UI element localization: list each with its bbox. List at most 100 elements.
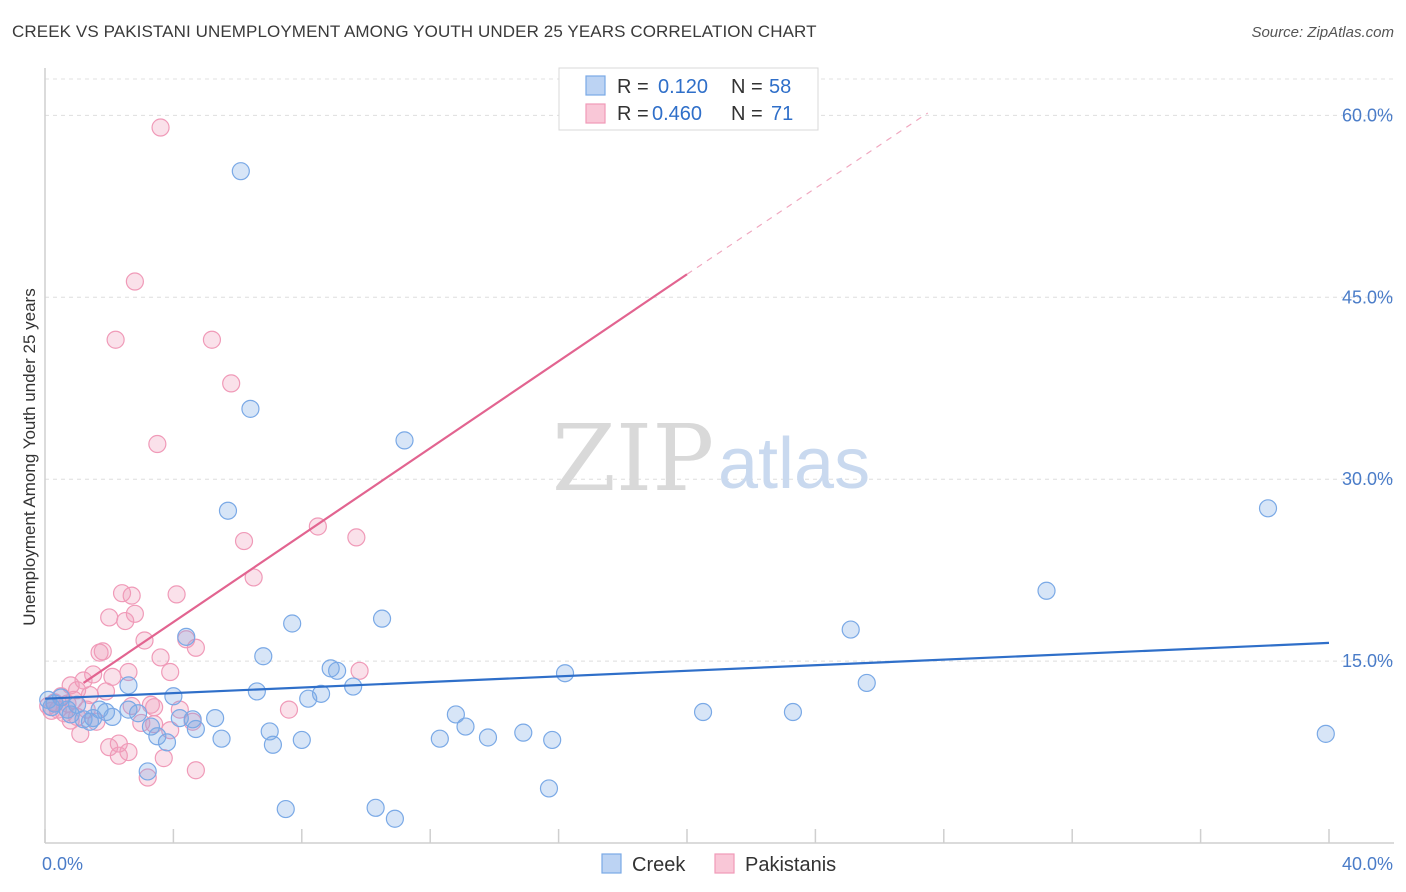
legend-box: R = 0.120 N = 58 R = 0.460 N = 71 <box>558 67 819 131</box>
pakistanis-point-42 <box>151 118 170 137</box>
pakistanis-point-45 <box>161 662 180 682</box>
creek-trend-line <box>44 641 1330 700</box>
creek-point-53 <box>555 664 575 683</box>
creek-point-23 <box>183 710 202 729</box>
creek-point-31 <box>254 647 273 666</box>
pakistanis-point-51 <box>186 761 205 780</box>
legend-creek-n-value: 58 <box>769 76 791 98</box>
pakistanis-point-24 <box>106 330 125 349</box>
pakistanis-point-38 <box>141 695 161 714</box>
pakistanis-point-23 <box>103 667 122 686</box>
creek-point-59 <box>1258 499 1278 518</box>
bottom-legend-creek: Creek <box>632 854 686 876</box>
creek-point-14 <box>119 676 138 695</box>
legend-swatch-pakistanis <box>585 103 606 124</box>
bottom-legend-swatch-pakistanis <box>714 853 735 874</box>
creek-point-13 <box>119 700 138 719</box>
chart-title: CREEK VS PAKISTANI UNEMPLOYMENT AMONG YO… <box>12 22 817 41</box>
y-tick-label-0: 15.0% <box>1342 651 1393 671</box>
pakistanis-point-30 <box>119 742 138 762</box>
pakistanis-point-19 <box>93 642 112 661</box>
pakistanis-point-34 <box>125 604 144 623</box>
creek-point-51 <box>539 779 559 798</box>
legend-pak-n-label: N = <box>731 103 763 125</box>
pakistanis-point-57 <box>279 700 299 719</box>
creek-point-25 <box>206 708 225 728</box>
pakistanis-point-53 <box>202 330 222 349</box>
pakistanis-point-54 <box>222 374 241 393</box>
creek-point-33 <box>263 735 283 754</box>
creek-point-56 <box>841 620 860 639</box>
creek-point-21 <box>170 708 189 728</box>
creek-point-52 <box>543 730 562 750</box>
pakistanis-point-21 <box>100 608 119 627</box>
y-tick-label-3: 60.0% <box>1342 105 1393 125</box>
legend-creek-r-value: 0.120 <box>658 76 708 98</box>
y-tick-labels: 15.0% 30.0% 45.0% 60.0% <box>1342 105 1393 671</box>
y-axis-label: Unemployment Among Youth under 25 years <box>20 288 39 625</box>
creek-point-45 <box>395 431 414 450</box>
bottom-legend-swatch-creek <box>601 853 622 874</box>
legend-creek-r-label: R = <box>617 76 649 98</box>
creek-point-38 <box>311 684 331 703</box>
x-ticks <box>44 829 1330 843</box>
pakistanis-point-32 <box>122 586 141 605</box>
legend-pak-n-value: 71 <box>771 103 793 125</box>
y-tick-label-2: 45.0% <box>1342 287 1393 307</box>
creek-point-26 <box>212 729 231 748</box>
pakistanis-point-12 <box>71 724 90 743</box>
pakistanis-point-60 <box>350 661 369 680</box>
legend-swatch-creek <box>585 75 606 96</box>
creek-point-28 <box>231 162 250 181</box>
creek-point-34 <box>276 799 295 819</box>
pakistanis-point-59 <box>347 528 366 547</box>
pakistanis-point-39 <box>145 698 164 717</box>
creek-point-12 <box>103 707 122 726</box>
creek-point-47 <box>446 705 465 724</box>
creek-point-22 <box>177 627 196 646</box>
legend-pak-r-value: 0.460 <box>652 103 702 125</box>
bottom-legend: Creek Pakistanis <box>601 853 836 876</box>
watermark-atlas: atlas <box>718 424 870 504</box>
creek-point-15 <box>128 704 148 723</box>
pakistanis-point-33 <box>125 272 144 291</box>
creek-point-24 <box>186 719 205 739</box>
x-tick-label-1: 40.0% <box>1342 854 1393 874</box>
creek-point-16 <box>138 762 157 781</box>
pakistanis-point-26 <box>109 746 128 765</box>
creek-point-42 <box>366 798 385 817</box>
creek-point-19 <box>157 733 177 752</box>
creek-point-30 <box>247 682 266 701</box>
bottom-legend-pakistanis: Pakistanis <box>745 854 836 876</box>
creek-point-49 <box>478 728 498 747</box>
pakistanis-point-29 <box>119 662 138 682</box>
creek-point-36 <box>292 730 311 750</box>
pakistanis-point-28 <box>116 611 135 631</box>
pakistanis-point-41 <box>148 434 167 454</box>
pakistanis-point-44 <box>154 749 173 768</box>
creek-point-40 <box>328 661 347 680</box>
source-credit: Source: ZipAtlas.com <box>1251 24 1394 41</box>
creek-point-58 <box>1037 581 1056 600</box>
creek-point-60 <box>1316 724 1335 743</box>
creek-point-44 <box>385 809 404 828</box>
creek-point-32 <box>260 722 279 741</box>
pakistanis-trend-extension <box>686 112 929 275</box>
creek-point-35 <box>283 614 302 633</box>
trend-lines <box>44 112 1330 700</box>
creek-point-48 <box>456 717 475 736</box>
pakistanis-point-37 <box>138 768 157 787</box>
creek-points <box>39 162 1335 828</box>
watermark-zip: ZIP <box>552 405 714 512</box>
creek-point-54 <box>693 702 713 722</box>
pakistanis-point-43 <box>151 648 170 667</box>
creek-point-29 <box>241 399 260 418</box>
y-tick-label-1: 30.0% <box>1342 469 1393 489</box>
creek-point-18 <box>148 727 167 746</box>
creek-point-20 <box>164 687 183 706</box>
pakistanis-point-47 <box>167 585 186 604</box>
creek-point-57 <box>857 673 876 693</box>
creek-point-43 <box>372 609 392 628</box>
x-tick-label-0: 0.0% <box>42 854 83 874</box>
